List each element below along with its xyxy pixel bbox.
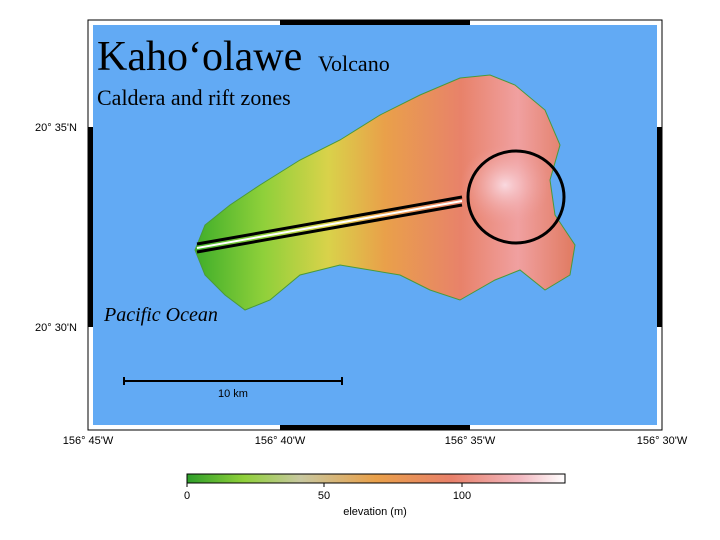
subtitle: Caldera and rift zones	[97, 85, 291, 110]
color-bar-ticks	[186, 483, 463, 487]
title-suffix: Volcano	[318, 51, 390, 76]
longitude-label: 156° 35'W	[445, 435, 496, 447]
color-bar-tick-label: 0	[184, 490, 190, 502]
rift-zone	[196, 195, 463, 254]
summit	[460, 145, 550, 225]
scale-label: 10 km	[218, 388, 248, 400]
color-bar-label: elevation (m)	[343, 506, 407, 518]
color-bar-tick-label: 50	[318, 490, 330, 502]
title: Kaho‘olawe	[97, 34, 302, 80]
rift-zone-gap	[196, 200, 463, 249]
longitude-label: 156° 45'W	[63, 435, 114, 447]
island	[194, 74, 576, 311]
scale-bar	[123, 377, 343, 385]
ocean-label: Pacific Ocean	[103, 304, 218, 326]
latitude-label: 20° 35'N	[35, 122, 77, 134]
color-bar	[186, 473, 566, 484]
frame-ticks	[88, 20, 662, 430]
longitude-label: 156° 30'W	[637, 435, 688, 447]
longitude-label: 156° 40'W	[255, 435, 306, 447]
caldera	[466, 149, 566, 245]
color-bar-tick-label: 100	[453, 490, 471, 502]
latitude-label: 20° 30'N	[35, 322, 77, 334]
